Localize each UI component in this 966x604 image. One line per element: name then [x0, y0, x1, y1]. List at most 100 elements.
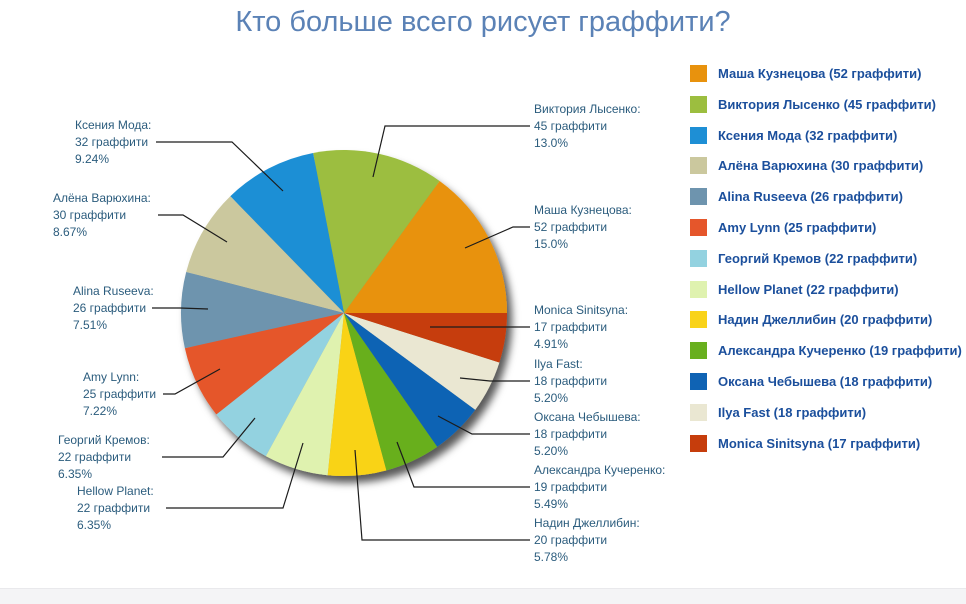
callout-name: Александра Кучеренко:	[534, 463, 666, 477]
callout-label: Георгий Кремов: 22 граффити 6.35%	[58, 432, 150, 483]
callout-label: Alina Ruseeva: 26 граффити 7.51%	[73, 283, 154, 334]
legend-label: Hellow Planet (22 граффити)	[718, 282, 899, 297]
callout-name: Виктория Лысенко:	[534, 102, 641, 116]
legend-label: Ilya Fast (18 граффити)	[718, 405, 867, 420]
legend-label: Надин Джеллибин (20 граффити)	[718, 312, 933, 327]
callout-label: Маша Кузнецова: 52 граффити 15.0%	[534, 202, 632, 253]
callout-name: Маша Кузнецова:	[534, 203, 632, 217]
legend-swatch	[690, 96, 707, 113]
callout-name: Ilya Fast:	[534, 357, 583, 371]
legend-label: Alina Ruseeva (26 граффити)	[718, 189, 903, 204]
legend-label: Ксения Мода (32 граффити)	[718, 128, 898, 143]
legend-swatch	[690, 188, 707, 205]
pie-slice-2	[313, 150, 440, 313]
pie	[181, 150, 507, 477]
legend-swatch	[690, 342, 707, 359]
callout-line-10	[396, 441, 530, 488]
pie-slice-7	[216, 313, 344, 457]
callout-percent: 6.35%	[77, 518, 112, 532]
pie-slice-11	[344, 313, 476, 447]
callout-value: 45 граффити	[534, 119, 608, 133]
callout-label: Hellow Planet: 22 граффити 6.35%	[77, 483, 154, 534]
pie-slice-6	[184, 313, 344, 415]
legend-swatch	[690, 157, 707, 174]
callout-line-7	[162, 417, 256, 458]
callout-label: Надин Джеллибин: 20 граффити 5.78%	[534, 515, 640, 566]
legend-label: Monica Sinitsyna (17 граффити)	[718, 436, 921, 451]
callout-line-9	[354, 449, 530, 541]
callout-name: Надин Джеллибин:	[534, 516, 640, 530]
legend-swatch	[690, 250, 707, 267]
callout-percent: 15.0%	[534, 237, 569, 251]
page-title: Кто больше всего рисует граффити?	[235, 6, 731, 38]
callout-name: Alina Ruseeva:	[73, 284, 154, 298]
callout-line-12	[459, 377, 530, 382]
callout-label: Виктория Лысенко: 45 граффити 13.0%	[534, 101, 641, 152]
callout-value: 22 граффити	[77, 501, 151, 515]
callout-label: Ксения Мода: 32 граффити 9.24%	[75, 117, 151, 168]
legend-label: Алёна Варюхина (30 граффити)	[718, 158, 924, 173]
callout-value: 30 граффити	[53, 208, 127, 222]
pie-slice-1	[344, 181, 507, 313]
pie-slice-9	[327, 313, 387, 477]
callout-percent: 6.35%	[58, 467, 93, 481]
pie-slice-4	[186, 196, 344, 313]
callout-label: Amy Lynn: 25 граффити 7.22%	[83, 369, 156, 420]
callout-value: 20 граффити	[534, 533, 608, 547]
callout-label: Ilya Fast: 18 граффити 5.20%	[534, 356, 607, 407]
legend-swatch	[690, 311, 707, 328]
callout-percent: 13.0%	[534, 136, 569, 150]
legend-label: Александра Кучеренко (19 граффити)	[718, 343, 962, 358]
legend-label: Виктория Лысенко (45 граффити)	[718, 97, 936, 112]
footer-bar	[0, 588, 966, 604]
legend-swatch	[690, 373, 707, 390]
callout-line-11	[437, 415, 530, 435]
callout-value: 18 граффити	[534, 374, 608, 388]
callout-percent: 8.67%	[53, 225, 88, 239]
legend-label: Георгий Кремов (22 граффити)	[718, 251, 918, 266]
callout-percent: 5.49%	[534, 497, 569, 511]
callout-value: 19 граффити	[534, 480, 608, 494]
callout-value: 32 граффити	[75, 135, 149, 149]
callout-value: 25 граффити	[83, 387, 157, 401]
legend-swatch	[690, 435, 707, 452]
callout-label: Алёна Варюхина: 30 граффити 8.67%	[53, 190, 151, 241]
legend-swatch	[690, 404, 707, 421]
callout-value: 17 граффити	[534, 320, 608, 334]
callout-label: Александра Кучеренко: 19 граффити 5.49%	[534, 462, 665, 513]
callout-name: Ксения Мода:	[75, 118, 152, 132]
callout-line-2	[372, 125, 530, 178]
callout-percent: 5.20%	[534, 444, 569, 458]
pie-slice-13	[344, 313, 507, 363]
callout-value: 52 граффити	[534, 220, 608, 234]
callout-percent: 5.20%	[534, 391, 569, 405]
legend-label: Оксана Чебышева (18 граффити)	[718, 374, 933, 389]
legend-swatch	[690, 127, 707, 144]
pie-slice-12	[344, 313, 500, 410]
legend-label: Amy Lynn (25 граффити)	[718, 220, 877, 235]
callout-percent: 7.51%	[73, 318, 108, 332]
legend-swatch	[690, 65, 707, 82]
legend-swatch	[690, 281, 707, 298]
callout-value: 18 граффити	[534, 427, 608, 441]
callout-line-5	[152, 307, 209, 310]
callout-name: Оксана Чебышева:	[534, 410, 641, 424]
pie-slice-3	[230, 153, 344, 313]
callout-value: 26 граффити	[73, 301, 147, 315]
callout-percent: 9.24%	[75, 152, 110, 166]
callout-lines	[152, 125, 530, 541]
callout-value: 22 граффити	[58, 450, 132, 464]
legend-swatch	[690, 219, 707, 236]
callout-label: Оксана Чебышева: 18 граффити 5.20%	[534, 409, 641, 460]
callout-line-8	[166, 442, 304, 509]
callout-percent: 5.78%	[534, 550, 569, 564]
pie-slice-10	[344, 313, 438, 471]
callout-line-1	[464, 226, 530, 249]
callout-name: Георгий Кремов:	[58, 433, 150, 447]
callout-percent: 4.91%	[534, 337, 569, 351]
legend-label: Маша Кузнецова (52 граффити)	[718, 66, 922, 81]
callout-percent: 7.22%	[83, 404, 118, 418]
callout-line-3	[156, 141, 284, 192]
callout-name: Amy Lynn:	[83, 370, 140, 384]
